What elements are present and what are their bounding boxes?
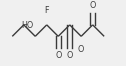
Text: O: O [67, 51, 73, 60]
Text: O: O [78, 45, 84, 54]
Text: O: O [89, 2, 96, 10]
Text: O: O [55, 51, 61, 60]
Text: HO: HO [21, 21, 33, 30]
Text: F: F [44, 6, 49, 15]
